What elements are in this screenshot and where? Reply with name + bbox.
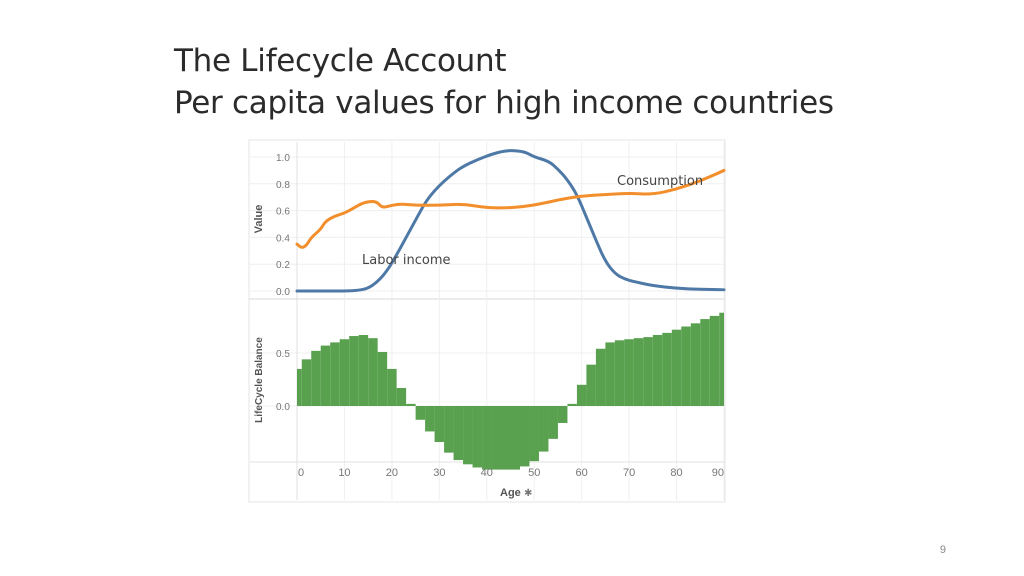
- balance-bar: [557, 406, 568, 423]
- top-y-ticks: 1.0 0.8 0.6 0.4 0.2 0.0: [276, 153, 290, 298]
- balance-bar: [567, 403, 577, 406]
- balance-bar: [624, 339, 634, 406]
- top-y-tick-label: 1.0: [276, 153, 290, 164]
- balance-bar: [396, 387, 407, 406]
- balance-bar: [538, 406, 549, 452]
- x-tick-label: 10: [338, 467, 350, 479]
- balance-bar: [358, 334, 369, 406]
- balance-bar: [652, 334, 663, 406]
- balance-bar: [472, 406, 483, 468]
- balance-bar: [349, 336, 359, 406]
- consumption-line: [295, 168, 726, 249]
- balance-bar: [709, 315, 720, 406]
- balance-bar: [491, 406, 502, 470]
- bottom-y-tick-label: 0.5: [276, 349, 290, 360]
- balance-bar: [311, 350, 321, 406]
- labor-income-annotation: Labor income: [362, 253, 451, 268]
- consumption-annotation: Consumption: [617, 174, 703, 189]
- top-y-tick-label: 0.2: [276, 260, 290, 271]
- top-y-tick-label: 0.0: [276, 287, 290, 298]
- slide-title: The Lifecycle Account Per capita values …: [174, 40, 834, 124]
- x-tick-label: 70: [623, 467, 635, 479]
- balance-bar: [690, 323, 701, 406]
- balance-bar: [586, 364, 596, 406]
- balance-bar: [671, 329, 682, 406]
- balance-bar: [681, 326, 691, 406]
- balance-bar: [633, 338, 644, 406]
- x-tick-label: 60: [576, 467, 588, 479]
- balance-bar: [662, 332, 672, 406]
- x-tick-label: 80: [670, 467, 682, 479]
- top-y-tick-label: 0.6: [276, 207, 290, 218]
- slide-title-line-2: Per capita values for high income countr…: [174, 85, 834, 121]
- top-y-axis-label: Value: [253, 205, 265, 234]
- balance-bar: [406, 403, 416, 406]
- balance-bar: [595, 348, 606, 406]
- bottom-y-tick-label: 0.0: [276, 402, 290, 413]
- labor-income-line: [295, 149, 726, 293]
- balance-bar: [605, 342, 615, 406]
- top-y-tick-label: 0.4: [276, 233, 290, 244]
- slide-title-line-1: The Lifecycle Account: [174, 43, 507, 79]
- balance-bar: [482, 406, 492, 470]
- x-tick-label: 90: [712, 467, 724, 479]
- balance-bar: [301, 359, 312, 406]
- bottom-y-ticks: 0.5 0.0: [276, 349, 290, 413]
- x-tick-label: 40: [481, 467, 493, 479]
- balance-bar: [387, 368, 397, 406]
- top-panel-lines: [295, 149, 726, 293]
- balance-bar: [576, 384, 587, 406]
- balance-bar: [700, 319, 710, 406]
- balance-bar: [368, 338, 378, 406]
- balance-bar: [501, 406, 511, 470]
- balance-bar: [297, 368, 302, 406]
- balance-bars: [297, 312, 724, 470]
- sort-icon[interactable]: ✱: [524, 488, 532, 499]
- balance-bar: [377, 351, 388, 406]
- balance-bar: [453, 406, 464, 461]
- balance-bar: [339, 339, 350, 406]
- x-tick-label: 50: [528, 467, 540, 479]
- balance-bar: [614, 340, 625, 406]
- balance-bar: [529, 406, 539, 462]
- balance-bar: [415, 406, 426, 420]
- balance-bar: [425, 406, 435, 432]
- x-tick-label: 20: [386, 467, 398, 479]
- balance-bar: [330, 342, 340, 406]
- balance-bar: [434, 406, 445, 443]
- balance-bar: [444, 406, 454, 453]
- x-tick-label: 0: [298, 467, 304, 479]
- balance-bar: [719, 312, 724, 406]
- x-axis-label: Age: [500, 487, 521, 499]
- balance-bar: [519, 406, 530, 467]
- x-tick-label: 30: [433, 467, 445, 479]
- page-number: 9: [939, 544, 946, 556]
- balance-bar: [548, 406, 558, 439]
- balance-bar: [510, 406, 520, 470]
- balance-bar: [320, 345, 331, 406]
- balance-bar: [643, 337, 653, 406]
- top-y-tick-label: 0.8: [276, 180, 290, 191]
- x-ticks: 0 10 20 30 40 50 60 70 80 90: [298, 467, 724, 479]
- balance-bar: [463, 406, 473, 465]
- bottom-y-axis-label: LifeCycle Balance: [254, 337, 265, 423]
